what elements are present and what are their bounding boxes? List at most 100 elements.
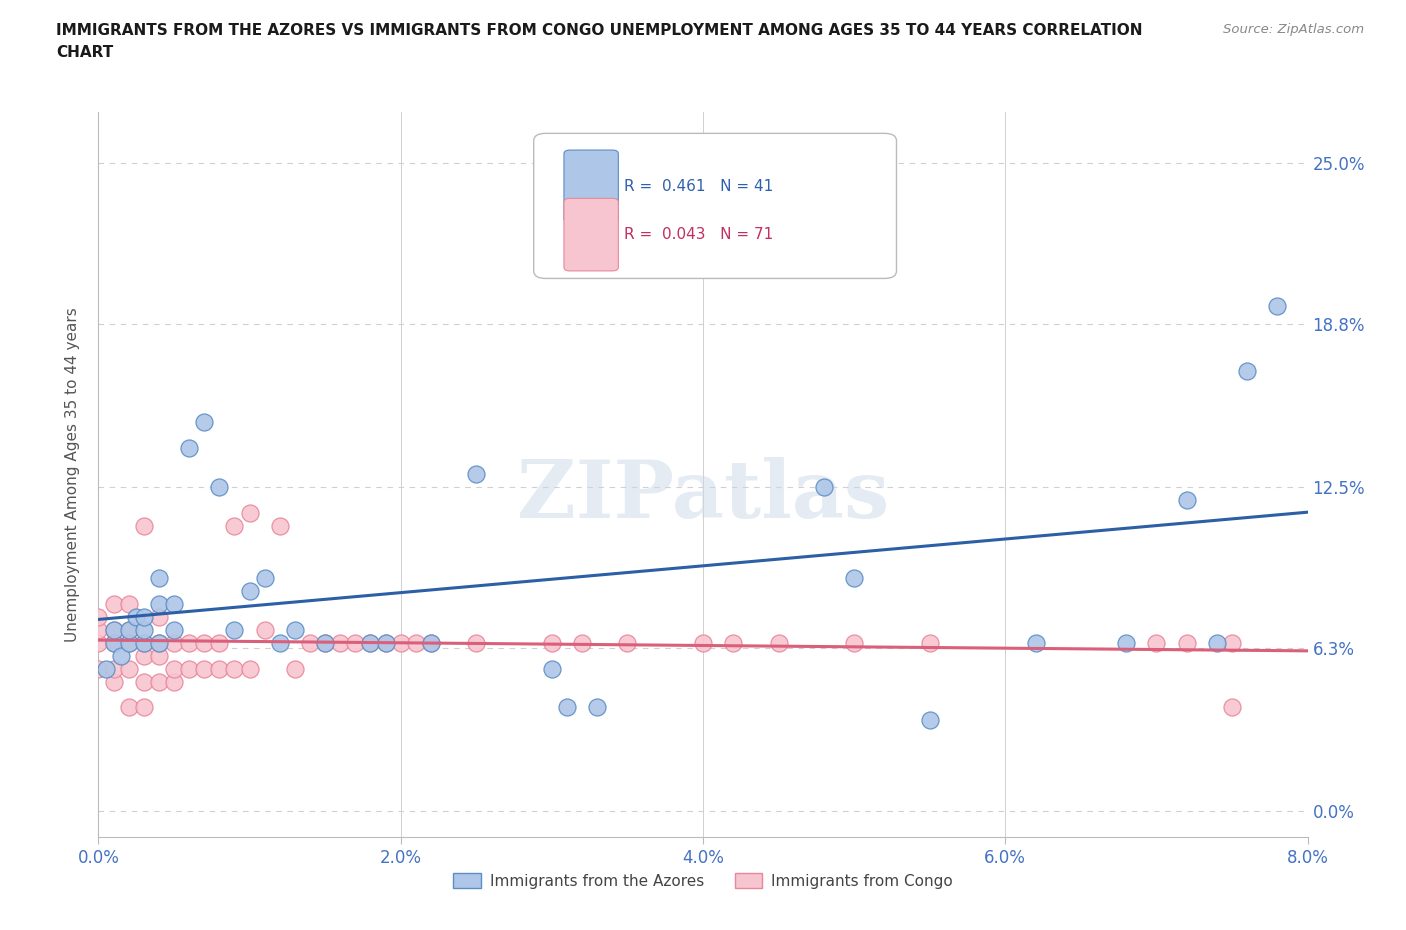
Point bbox=[314, 635, 336, 650]
Point bbox=[208, 480, 231, 495]
Point bbox=[555, 700, 578, 715]
FancyBboxPatch shape bbox=[534, 133, 897, 278]
Point bbox=[813, 480, 835, 495]
Text: IMMIGRANTS FROM THE AZORES VS IMMIGRANTS FROM CONGO UNEMPLOYMENT AMONG AGES 35 T: IMMIGRANTS FROM THE AZORES VS IMMIGRANTS… bbox=[56, 23, 1143, 38]
Point bbox=[465, 467, 488, 482]
Point bbox=[768, 635, 790, 650]
Point bbox=[193, 661, 215, 676]
Text: Source: ZipAtlas.com: Source: ZipAtlas.com bbox=[1223, 23, 1364, 36]
Point bbox=[239, 506, 262, 521]
Point bbox=[132, 648, 155, 663]
Text: ZIPatlas: ZIPatlas bbox=[517, 457, 889, 535]
Y-axis label: Unemployment Among Ages 35 to 44 years: Unemployment Among Ages 35 to 44 years bbox=[65, 307, 80, 642]
Point bbox=[360, 635, 382, 650]
Point bbox=[918, 635, 941, 650]
Point bbox=[586, 700, 609, 715]
Point bbox=[132, 674, 155, 689]
FancyBboxPatch shape bbox=[564, 150, 619, 222]
Point bbox=[208, 635, 231, 650]
Point bbox=[844, 570, 866, 585]
Point bbox=[253, 622, 276, 637]
Point bbox=[360, 635, 382, 650]
Point bbox=[163, 622, 186, 637]
Point bbox=[132, 700, 155, 715]
Point bbox=[179, 661, 201, 676]
Point bbox=[1220, 635, 1243, 650]
Point bbox=[132, 635, 155, 650]
Point bbox=[1267, 299, 1289, 313]
Point bbox=[87, 661, 110, 676]
Point bbox=[1175, 493, 1198, 508]
Point bbox=[118, 700, 141, 715]
Point bbox=[132, 519, 155, 534]
Point bbox=[148, 570, 170, 585]
Point bbox=[148, 674, 170, 689]
Point bbox=[103, 622, 125, 637]
Point bbox=[125, 609, 148, 624]
Point bbox=[208, 661, 231, 676]
Point bbox=[1146, 635, 1168, 650]
Point bbox=[661, 259, 683, 274]
Point bbox=[163, 635, 186, 650]
Point bbox=[299, 635, 322, 650]
Point bbox=[193, 415, 215, 430]
Point bbox=[329, 635, 352, 650]
Point bbox=[284, 622, 307, 637]
Point bbox=[179, 635, 201, 650]
Point bbox=[193, 635, 215, 650]
Point bbox=[163, 674, 186, 689]
Point bbox=[110, 648, 132, 663]
Point bbox=[224, 519, 246, 534]
Point bbox=[118, 596, 141, 611]
Point bbox=[284, 661, 307, 676]
Point bbox=[118, 635, 141, 650]
Point bbox=[314, 635, 336, 650]
Point bbox=[148, 635, 170, 650]
Point bbox=[148, 648, 170, 663]
Point bbox=[132, 635, 155, 650]
Point bbox=[374, 635, 396, 650]
Point bbox=[420, 635, 443, 650]
Point bbox=[118, 622, 141, 637]
Point bbox=[132, 622, 155, 637]
Point bbox=[224, 622, 246, 637]
Point bbox=[87, 609, 110, 624]
Point bbox=[405, 635, 427, 650]
Point bbox=[374, 635, 396, 650]
Point bbox=[118, 661, 141, 676]
Point bbox=[389, 635, 412, 650]
Point bbox=[179, 441, 201, 456]
Point bbox=[118, 635, 141, 650]
Point bbox=[571, 635, 593, 650]
Point bbox=[1236, 364, 1258, 379]
Text: CHART: CHART bbox=[56, 45, 114, 60]
Point bbox=[132, 609, 155, 624]
Point bbox=[1175, 635, 1198, 650]
Point bbox=[148, 609, 170, 624]
Point bbox=[692, 635, 714, 650]
Point bbox=[239, 661, 262, 676]
FancyBboxPatch shape bbox=[564, 198, 619, 271]
Point bbox=[269, 519, 291, 534]
Point bbox=[103, 635, 125, 650]
Point bbox=[103, 622, 125, 637]
Point bbox=[540, 661, 562, 676]
Point bbox=[103, 661, 125, 676]
Point bbox=[1025, 635, 1047, 650]
Point bbox=[253, 570, 276, 585]
Point bbox=[1220, 700, 1243, 715]
Point bbox=[163, 661, 186, 676]
Point bbox=[118, 622, 141, 637]
Point bbox=[616, 635, 638, 650]
Point bbox=[94, 661, 117, 676]
Text: R =  0.461   N = 41: R = 0.461 N = 41 bbox=[624, 179, 773, 193]
Point bbox=[87, 635, 110, 650]
Point bbox=[844, 635, 866, 650]
Point bbox=[918, 713, 941, 728]
Point bbox=[103, 635, 125, 650]
Point bbox=[269, 635, 291, 650]
Point bbox=[344, 635, 367, 650]
Point bbox=[239, 583, 262, 598]
Point bbox=[103, 674, 125, 689]
Point bbox=[420, 635, 443, 650]
